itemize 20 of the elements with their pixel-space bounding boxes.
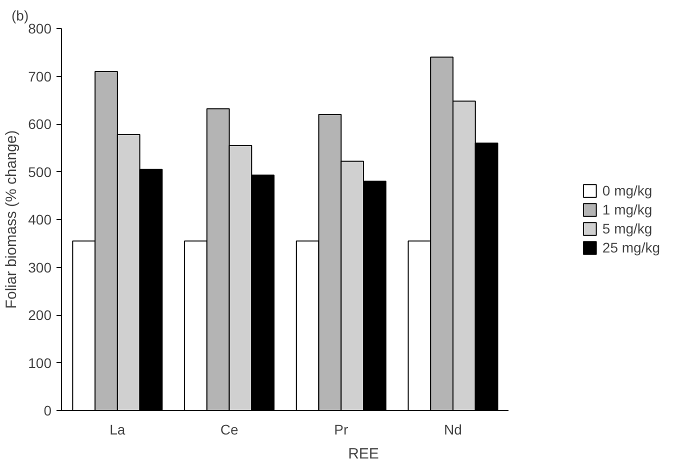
- x-axis-title: REE: [348, 446, 379, 462]
- legend-label: 25 mg/kg: [602, 240, 660, 256]
- y-tick-label: 300: [28, 259, 52, 276]
- legend-label: 0 mg/kg: [602, 182, 652, 198]
- y-axis-title: Foliar biomass (% change): [3, 130, 20, 309]
- y-tick-label: 400: [28, 212, 52, 228]
- text: (b): [12, 8, 29, 24]
- x-tick-label: La: [110, 422, 126, 438]
- legend-label: 1 mg/kg: [602, 202, 652, 218]
- y-tick-label: 200: [28, 307, 52, 323]
- x-tick-label: Pr: [334, 422, 348, 438]
- y-tick-label: 100: [28, 354, 52, 371]
- y-tick-label: 700: [28, 68, 52, 84]
- y-tick-label: 800: [28, 20, 52, 36]
- x-tick-label: Ce: [220, 422, 238, 438]
- x-tick-label: Nd: [444, 422, 462, 438]
- y-tick-label: 600: [28, 116, 52, 132]
- y-tick-label: 0: [44, 402, 52, 418]
- legend-label: 5 mg/kg: [602, 220, 652, 236]
- y-tick-label: 500: [28, 164, 52, 180]
